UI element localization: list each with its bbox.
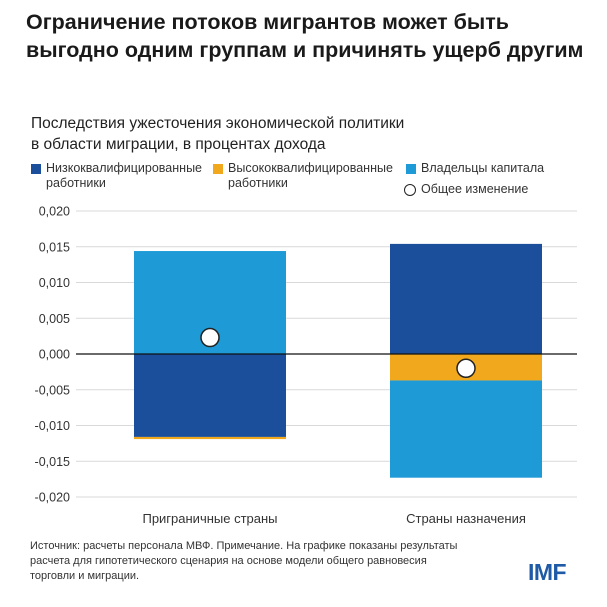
total-change-marker [456, 358, 476, 379]
legend-swatch-capital-owners [406, 164, 416, 174]
total-change-marker [200, 327, 220, 348]
y-tick-label: -0,005 [35, 383, 70, 397]
y-tick-label: 0,020 [39, 205, 70, 219]
y-tick-label: 0,015 [39, 240, 70, 254]
stacked-bar-chart: 0,020 0,015 0,010 0,005 0,000 -0,005 -0,010 -0,… [35, 205, 577, 526]
y-tick-label: -0,020 [35, 491, 70, 505]
legend-label-high-skilled-line1: Высококвалифицированные [228, 161, 393, 175]
legend-swatch-high-skilled [213, 164, 223, 174]
y-tick-label: -0,010 [35, 419, 70, 433]
legend-swatch-low-skilled [31, 164, 41, 174]
chart-title: Ограничение потоков мигрантов может быть… [26, 10, 584, 62]
legend-label-high-skilled-line2: работники [228, 176, 288, 190]
legend-label-low-skilled-line2: работники [46, 176, 106, 190]
source-line-2: расчета для гипотетического сценария на … [30, 555, 427, 567]
chart-subtitle: Последствия ужесточения экономической по… [31, 113, 571, 155]
legend-item-total-change: Общее изменение [404, 182, 528, 197]
subtitle-line-2: в области миграции, в процентах дохода [31, 136, 326, 153]
x-category-label: Приграничные страны [142, 511, 277, 526]
legend-label-high-skilled: Высококвалифицированные работники [228, 161, 393, 191]
y-tick-label: -0,015 [35, 455, 70, 469]
y-tick-label: 0,005 [39, 312, 70, 326]
imf-logo: IMF [528, 559, 567, 585]
y-tick-label: 0,010 [39, 276, 70, 290]
legend-label-low-skilled: Низкоквалифицированные работники [46, 161, 202, 191]
y-tick-label: 0,000 [39, 348, 70, 362]
legend-marker-total-change [404, 184, 416, 196]
x-category-label: Страны назначения [406, 511, 526, 526]
legend-label-total-change: Общее изменение [421, 182, 529, 196]
legend-label-capital-owners: Владельцы капитала [421, 161, 545, 175]
legend-item-low-skilled: Низкоквалифицированные работники [31, 161, 202, 191]
source-note: Источник: расчеты персонала МВФ. Примеча… [30, 539, 530, 584]
legend-item-high-skilled: Высококвалифицированные работники [213, 161, 393, 191]
legend-label-low-skilled-line1: Низкоквалифицированные [46, 161, 203, 175]
legend-item-capital-owners: Владельцы капитала [406, 161, 544, 176]
bar-high-skilled [134, 436, 286, 440]
bar-low-skilled [134, 354, 286, 437]
bar-capital-owners [390, 380, 542, 478]
source-line-1: Источник: расчеты персонала МВФ. Примеча… [30, 540, 458, 552]
bar-low-skilled [390, 243, 542, 354]
source-line-3: торговли и миграции. [30, 570, 140, 582]
subtitle-line-1: Последствия ужесточения экономической по… [31, 115, 405, 132]
